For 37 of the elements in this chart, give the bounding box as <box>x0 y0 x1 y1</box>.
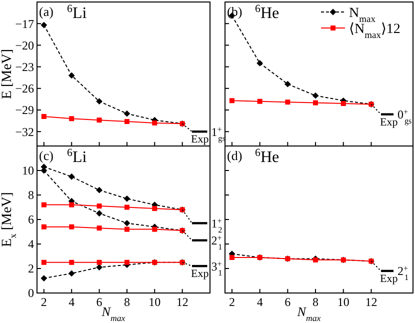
y-tick-label: −17 <box>15 16 34 31</box>
x-tick-label: 10 <box>337 295 350 309</box>
annotation: $^{6}$He <box>255 3 280 22</box>
x-tick-label: 2 <box>40 295 47 309</box>
x-tick-label: 12 <box>365 295 378 309</box>
annotation: Exp <box>380 116 398 128</box>
x-tick-label: 8 <box>312 295 319 309</box>
x-tick-label: 2 <box>228 295 235 309</box>
annotation: (d) <box>227 148 242 163</box>
x-tick-label: 10 <box>148 295 161 309</box>
y-tick-label: −29 <box>15 103 34 118</box>
y-tick-label: 8 <box>28 188 34 202</box>
annotation: Exp <box>191 134 210 146</box>
y-tick-label: 10 <box>22 164 34 178</box>
x-tick-label: 12 <box>176 295 188 309</box>
y-tick-label: −23 <box>15 60 34 74</box>
y-tick-label: −32 <box>15 124 34 139</box>
y-tick-label: 0 <box>28 286 34 300</box>
y-tick-label: 4 <box>28 237 34 252</box>
y-tick-label: 2 <box>28 262 34 276</box>
y-tick-label: −20 <box>15 38 34 52</box>
y-tick-label: −26 <box>15 82 34 96</box>
y-tick-label: 6 <box>28 212 34 227</box>
annotation: $^{6}$Li <box>67 147 88 166</box>
x-tick-label: 6 <box>96 295 102 309</box>
x-tick-label: 4 <box>68 295 75 309</box>
annotation: Exp <box>191 268 210 280</box>
x-axis-title: N$_{max}$ <box>100 304 126 323</box>
annotation: $^{6}$Li <box>67 3 88 22</box>
annotation: (c) <box>39 148 54 163</box>
annotation: $^{6}$He <box>255 147 280 166</box>
x-tick-label: 6 <box>284 295 291 309</box>
annotation: Exp <box>380 272 398 285</box>
x-tick-label: 4 <box>256 295 263 309</box>
x-tick-label: 8 <box>124 295 130 309</box>
y-axis-title: E [MeV] <box>0 48 15 100</box>
annotation: (a) <box>39 4 54 19</box>
